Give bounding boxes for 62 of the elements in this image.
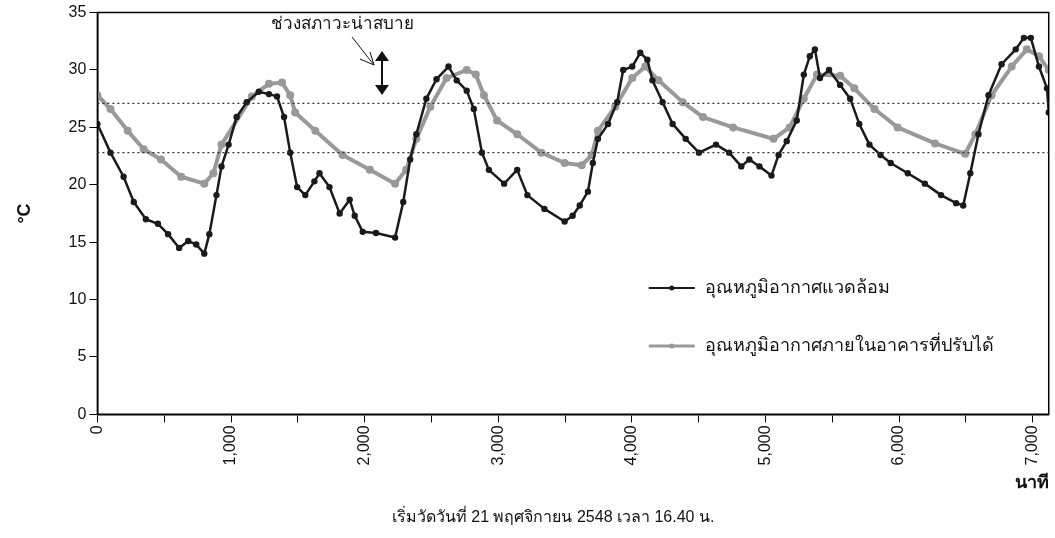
point bbox=[537, 148, 546, 157]
point bbox=[391, 179, 400, 188]
point bbox=[426, 102, 435, 111]
point bbox=[338, 150, 347, 159]
point bbox=[893, 123, 902, 132]
point bbox=[493, 116, 502, 125]
y-tick-label: 10 bbox=[68, 289, 87, 307]
legend-label: อุณหภูมิอากาศแวดล้อม bbox=[704, 277, 890, 299]
point bbox=[286, 91, 295, 100]
x-tick-label: 5,000 bbox=[755, 425, 773, 466]
y-tick-label: 5 bbox=[77, 347, 87, 365]
point bbox=[769, 134, 778, 143]
point bbox=[264, 79, 273, 88]
point bbox=[698, 113, 707, 122]
x-axis-title: นาที bbox=[1014, 472, 1049, 493]
point bbox=[1007, 62, 1016, 71]
point bbox=[513, 130, 522, 139]
point bbox=[479, 91, 488, 100]
point bbox=[471, 70, 480, 79]
x-tick-label: 7,000 bbox=[1023, 425, 1041, 466]
text: เริ่มวัดวันที่ 21 พฤศจิกายน 2548 เวลา 16.40 น. bbox=[391, 505, 715, 526]
point bbox=[850, 84, 859, 93]
x-tick-label: 6,000 bbox=[889, 425, 907, 466]
point bbox=[200, 179, 209, 188]
y-tick-label: 15 bbox=[68, 232, 87, 250]
point bbox=[560, 158, 569, 167]
annotation: ช่วงสภาวะน่าสบาย bbox=[271, 14, 415, 34]
x-tick-label: 0 bbox=[87, 425, 105, 435]
point bbox=[278, 78, 287, 87]
x-tick-label: 1,000 bbox=[221, 425, 239, 466]
y-tick-label: 30 bbox=[68, 60, 87, 78]
point bbox=[442, 74, 451, 83]
point bbox=[177, 172, 186, 181]
legend-label: อุณหภูมิอากาศภายในอาคารที่ปรับได้ bbox=[704, 332, 994, 357]
point bbox=[209, 169, 218, 178]
y-tick-label: 0 bbox=[77, 404, 87, 422]
point bbox=[836, 71, 845, 80]
point bbox=[462, 65, 471, 74]
point bbox=[217, 140, 226, 149]
point bbox=[365, 165, 374, 174]
y-tick-label: 25 bbox=[68, 117, 87, 135]
point bbox=[593, 126, 602, 135]
point bbox=[291, 108, 300, 117]
y-tick-label: 20 bbox=[68, 175, 87, 193]
point bbox=[123, 126, 132, 135]
point bbox=[157, 155, 165, 164]
point bbox=[139, 145, 148, 154]
y-tick-label: 35 bbox=[68, 3, 87, 21]
x-tick-label: 3,000 bbox=[488, 425, 506, 466]
point bbox=[311, 126, 320, 135]
point bbox=[628, 74, 637, 83]
point bbox=[870, 105, 879, 114]
point bbox=[961, 149, 970, 158]
point bbox=[931, 139, 940, 148]
point bbox=[729, 123, 738, 132]
point bbox=[678, 98, 687, 107]
point bbox=[106, 105, 115, 114]
x-tick-label: 2,000 bbox=[355, 425, 373, 466]
point bbox=[1022, 45, 1031, 54]
y-axis-title: °C bbox=[13, 203, 34, 224]
x-tick-label: 4,000 bbox=[622, 425, 640, 466]
point bbox=[577, 161, 586, 170]
